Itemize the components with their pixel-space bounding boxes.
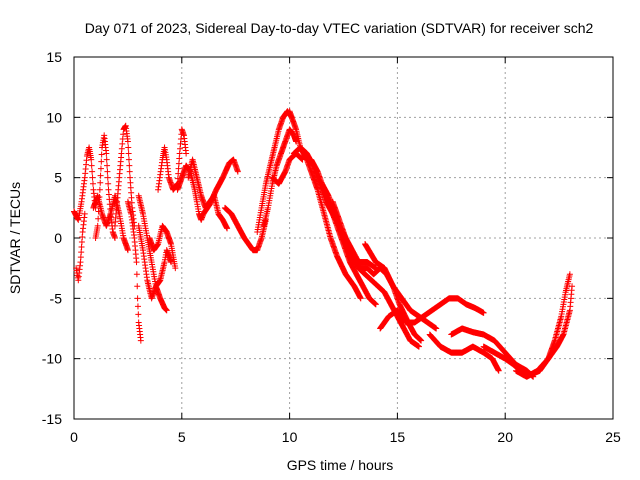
series-track-16: [260, 126, 300, 229]
data-point: [88, 162, 95, 169]
series-track-02: [73, 210, 88, 284]
data-point: [96, 186, 103, 193]
data-point: [89, 180, 96, 187]
x-ticks: 0 5 10 15 20 25: [70, 57, 621, 445]
data-point: [357, 295, 364, 302]
data-point: [111, 235, 118, 241]
x-tick-label: 10: [282, 429, 298, 445]
data-point: [293, 138, 300, 145]
data-point: [175, 160, 182, 167]
y-tick-label: 15: [46, 49, 62, 65]
data-point: [97, 172, 104, 179]
data-point: [163, 307, 170, 314]
y-ticks: -15 -10 -5 0 5 10 15: [42, 49, 613, 427]
series-track-14: [221, 204, 269, 254]
y-tick-label: -15: [42, 411, 62, 427]
data-point: [103, 150, 110, 157]
data-point: [89, 168, 96, 175]
data-point: [78, 239, 85, 246]
data-point: [98, 158, 105, 165]
data-point: [89, 174, 96, 181]
data-point: [128, 189, 135, 196]
data-point: [372, 301, 379, 308]
x-tick-label: 20: [497, 429, 513, 445]
data-point: [78, 244, 85, 251]
x-tick-label: 25: [605, 429, 621, 445]
series-track-05: [111, 122, 138, 229]
series-track-03: [92, 132, 118, 241]
y-tick-label: 5: [54, 170, 62, 186]
data-point: [133, 259, 140, 266]
data-point: [133, 271, 140, 278]
data-point: [124, 247, 131, 254]
data-point: [94, 222, 101, 229]
data-point: [126, 168, 133, 175]
y-tick-label: -5: [50, 290, 63, 306]
data-point: [126, 162, 133, 169]
data-point: [95, 215, 102, 222]
data-point: [88, 156, 95, 163]
series-track-18: [286, 108, 364, 302]
data-point: [77, 259, 84, 266]
data-point: [168, 259, 175, 266]
data-point: [128, 199, 135, 206]
data-point: [105, 180, 112, 187]
data-point: [172, 265, 179, 272]
x-tick-label: 0: [70, 429, 78, 445]
series-track-13: [200, 156, 241, 217]
data-point: [77, 254, 84, 261]
data-point: [234, 168, 241, 175]
series-track-12: [185, 156, 231, 232]
data-point: [134, 283, 141, 290]
data-point: [98, 151, 105, 158]
data-point: [127, 184, 134, 191]
data-point: [125, 150, 132, 157]
data-point: [135, 311, 142, 318]
data-point: [103, 156, 110, 163]
data-point: [104, 174, 111, 181]
data-point: [569, 283, 576, 290]
chart-title: Day 071 of 2023, Sidereal Day-to-day VTE…: [85, 20, 594, 36]
data-point: [125, 156, 132, 163]
data-point: [125, 144, 132, 151]
data-point: [137, 337, 144, 344]
data-point: [127, 174, 134, 181]
series-track-06: [124, 198, 144, 344]
y-axis-label: SDTVAR / TECUs: [7, 182, 23, 294]
data-point: [183, 150, 190, 157]
data-point: [79, 233, 86, 240]
data-point: [176, 155, 183, 162]
x-tick-label: 15: [390, 429, 406, 445]
series-track-08: [135, 222, 175, 302]
data-point: [81, 210, 88, 217]
data-point: [95, 208, 102, 215]
data-point: [128, 194, 135, 201]
data-point: [104, 168, 111, 175]
data-point: [134, 303, 141, 310]
y-tick-label: 10: [46, 109, 62, 125]
data-point: [224, 225, 231, 232]
series-track-09: [146, 222, 179, 272]
data-point: [97, 179, 104, 186]
data-point: [127, 179, 134, 186]
data-point: [175, 170, 182, 177]
x-axis-label: GPS time / hours: [287, 457, 394, 473]
x-tick-label: 5: [178, 429, 186, 445]
y-tick-label: -10: [42, 351, 62, 367]
data-point: [175, 165, 182, 172]
data-point: [97, 165, 104, 172]
data-point: [104, 162, 111, 169]
data-point: [78, 249, 85, 256]
data-marks: [71, 108, 576, 380]
data-point: [124, 138, 131, 145]
y-tick-label: 0: [54, 230, 62, 246]
data-point: [134, 295, 141, 302]
series-track-10: [155, 126, 190, 193]
series-track-04: [90, 192, 131, 254]
